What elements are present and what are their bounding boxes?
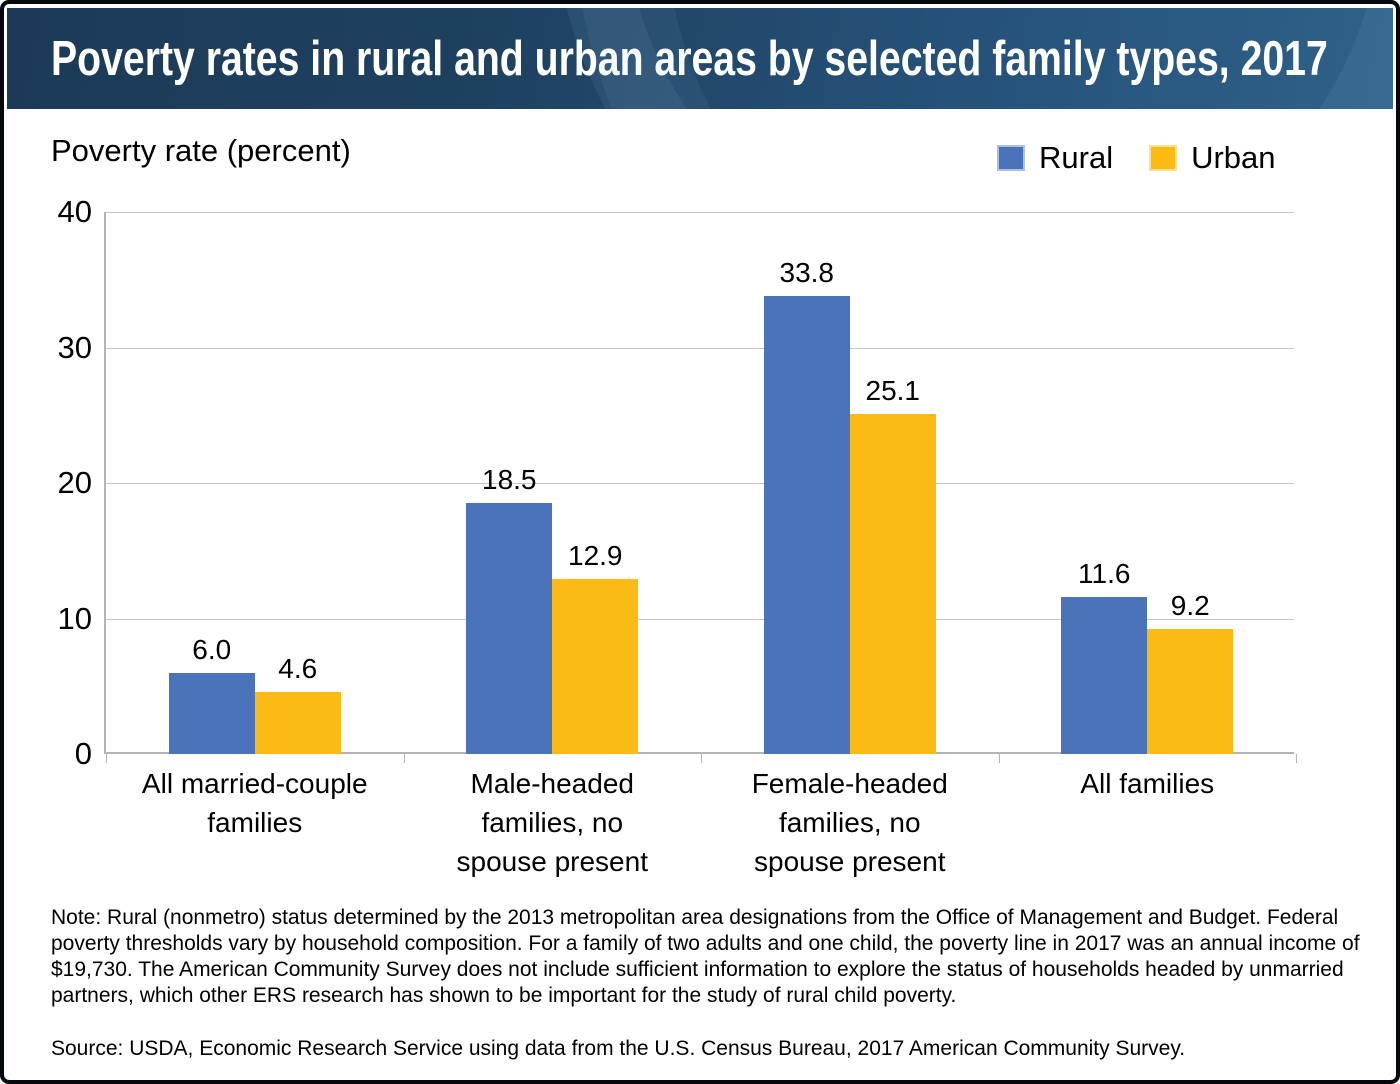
bar-rural-2: [763, 296, 850, 754]
legend-label-rural: Rural: [1039, 140, 1114, 175]
note-text: Note: Rural (nonmetro) status determined…: [51, 906, 1360, 1007]
y-axis-unit-label: Poverty rate (percent): [51, 133, 351, 168]
gridline-10: [106, 618, 1294, 620]
legend: Rural Urban: [997, 140, 1276, 176]
bar-rural-3: [1061, 596, 1148, 754]
bar-rural-1: [466, 503, 553, 754]
x-axis-tick: [701, 754, 702, 763]
bar-urban-2: [849, 413, 936, 754]
bar-urban-1: [552, 579, 639, 754]
gridline-20: [106, 483, 1294, 484]
value-label-urban-3: 9.2: [1170, 590, 1210, 622]
chart-title: Poverty rates in rural and urban areas b…: [51, 31, 1328, 86]
value-label-rural-3: 11.6: [1078, 557, 1131, 589]
legend-swatch-urban: [1149, 145, 1178, 171]
category-label-2: Female-headed families, no spouse present: [751, 768, 948, 877]
ytick-label-10: 10: [57, 600, 92, 636]
category-label-1: Male-headed families, no spouse present: [456, 768, 648, 877]
x-axis-tick: [999, 754, 1000, 763]
legend-item-rural: Rural: [997, 140, 1113, 176]
source-text: Source: USDA, Economic Research Service …: [51, 1037, 1186, 1060]
plot-area: 0 10 20 30 40 6.0 18.5 33.8 11.6 4.6 12.9 25.1 9.2 Al…: [58, 194, 1297, 877]
value-label-urban-2: 25.1: [865, 374, 921, 406]
x-axis-tick: [1296, 754, 1297, 763]
legend-swatch-rural: [997, 145, 1025, 171]
bar-urban-0: [254, 691, 341, 754]
category-label-0: All married-couple families: [141, 768, 368, 838]
gridline-40: [106, 212, 1294, 213]
ytick-label-20: 20: [57, 465, 92, 500]
header-banner: Poverty rates in rural and urban areas b…: [7, 8, 1393, 109]
gridline-30: [106, 347, 1294, 349]
bar-rural-0: [168, 672, 255, 754]
category-label-3: All families: [1080, 768, 1215, 799]
x-axis-tick: [404, 754, 405, 763]
ytick-label-0: 0: [74, 736, 92, 771]
value-label-rural-1: 18.5: [482, 464, 537, 496]
legend-item-urban: Urban: [1149, 140, 1276, 176]
value-label-rural-2: 33.8: [779, 257, 835, 288]
legend-label-urban: Urban: [1191, 140, 1276, 175]
x-axis-tick: [106, 754, 107, 763]
ytick-label-40: 40: [57, 194, 92, 229]
value-label-urban-1: 12.9: [568, 540, 623, 572]
value-label-urban-0: 4.6: [278, 652, 318, 684]
ytick-label-30: 30: [57, 329, 92, 365]
value-label-rural-0: 6.0: [192, 633, 232, 665]
bar-urban-3: [1147, 629, 1234, 754]
